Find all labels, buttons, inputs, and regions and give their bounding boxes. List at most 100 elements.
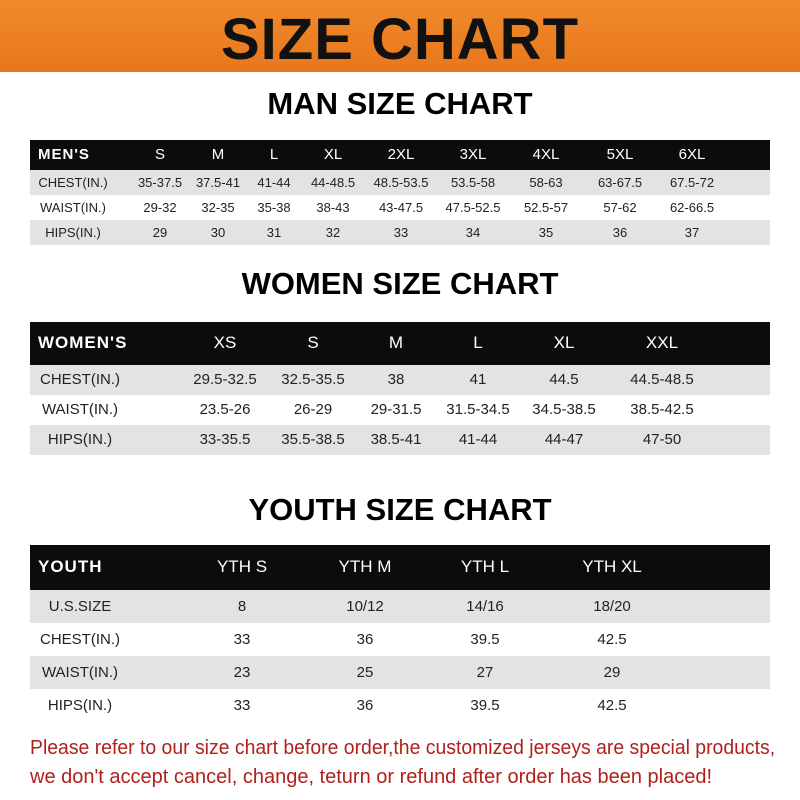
size-header: YTH M (338, 557, 392, 577)
banner: SIZE CHART (0, 0, 800, 72)
measurement-cell: 41-44 (458, 431, 498, 448)
measurement-cell: 48.5-53.5 (373, 174, 429, 190)
men-header-row: MEN'S S M L XL 2XL 3XL 4XL 5XL 6XL (30, 140, 770, 170)
measurement-cell: 23.5-26 (199, 401, 251, 418)
measurement-cell: 34 (465, 224, 481, 240)
men-table-label: MEN'S (38, 146, 90, 163)
row-label: WAIST(IN.) (40, 199, 106, 215)
row-label: HIPS(IN.) (47, 696, 113, 714)
men-section-title: MAN SIZE CHART (267, 86, 533, 121)
measurement-cell: 38-43 (316, 199, 350, 215)
measurement-cell: 67.5-72 (669, 174, 715, 190)
size-header: 4XL (532, 146, 560, 163)
measurement-cell: 32.5-35.5 (281, 371, 345, 388)
measurement-cell: 37 (684, 224, 700, 240)
size-header: S (307, 333, 319, 353)
size-header: XL (553, 333, 575, 353)
measurement-cell: 33 (233, 696, 251, 714)
measurement-cell: 33-35.5 (199, 431, 251, 448)
table-row: HIPS(IN.) 33 36 39.5 42.5 (30, 689, 770, 722)
table-row: CHEST(IN.) 33 36 39.5 42.5 (30, 623, 770, 656)
women-section-title: WOMEN SIZE CHART (241, 266, 559, 301)
measurement-cell: 10/12 (346, 597, 384, 615)
men-size-table: MEN'S S M L XL 2XL 3XL 4XL 5XL 6XL CHEST(IN.) 35-37… (30, 140, 770, 245)
measurement-cell: 36 (356, 696, 374, 714)
measurement-cell: 32-35 (201, 199, 235, 215)
row-label: WAIST(IN.) (41, 663, 119, 681)
table-row: CHEST(IN.) 35-37.5 37.5-41 41-44 44-48.5 48.5… (30, 170, 770, 195)
youth-section-title: YOUTH SIZE CHART (248, 492, 552, 527)
measurement-cell: 39.5 (470, 696, 500, 714)
measurement-cell: 31 (266, 224, 282, 240)
measurement-cell: 38.5-41 (370, 431, 422, 448)
size-header: XL (323, 146, 343, 163)
size-header: 2XL (387, 146, 415, 163)
measurement-cell: 29 (603, 663, 621, 681)
measurement-cell: 32 (325, 224, 341, 240)
measurement-cell: 29 (152, 224, 168, 240)
youth-header-row: YOUTH YTH S YTH M YTH L YTH XL (30, 545, 770, 590)
row-label: CHEST(IN.) (40, 630, 120, 648)
row-label: CHEST(IN.) (38, 174, 108, 190)
measurement-cell: 39.5 (470, 630, 500, 648)
table-row: HIPS(IN.) 33-35.5 35.5-38.5 38.5-41 41-44 44-… (30, 425, 770, 455)
table-row: CHEST(IN.) 29.5-32.5 32.5-35.5 38 41 44.5 44.5… (30, 365, 770, 395)
measurement-cell: 58-63 (529, 174, 563, 190)
size-header: 5XL (606, 146, 634, 163)
measurement-cell: 35-37.5 (137, 174, 183, 190)
measurement-cell: 8 (237, 597, 247, 615)
measurement-cell: 35.5-38.5 (281, 431, 345, 448)
footer-notice-line-1: Please refer to our size chart before or… (30, 737, 776, 759)
measurement-cell: 14/16 (466, 597, 504, 615)
measurement-cell: 38.5-42.5 (630, 401, 694, 418)
measurement-cell: 23 (233, 663, 251, 681)
measurement-cell: 53.5-58 (450, 174, 496, 190)
measurement-cell: 41 (469, 371, 487, 388)
size-header: YTH L (460, 557, 510, 577)
measurement-cell: 44.5-48.5 (630, 371, 694, 388)
measurement-cell: 44-47 (544, 431, 584, 448)
measurement-cell: 37.5-41 (195, 174, 241, 190)
measurement-cell: 38 (387, 371, 405, 388)
youth-size-table: YOUTH YTH S YTH M YTH L YTH XL U.S.SIZE 8 10/12… (30, 545, 770, 722)
measurement-cell: 29-31.5 (370, 401, 422, 418)
size-header: 3XL (459, 146, 487, 163)
measurement-cell: 36 (612, 224, 628, 240)
row-label: HIPS(IN.) (47, 431, 113, 448)
size-header: L (473, 333, 483, 353)
measurement-cell: 31.5-34.5 (446, 401, 510, 418)
table-row: HIPS(IN.) 29 30 31 32 33 34 35 36 37 (30, 220, 770, 245)
row-label: CHEST(IN.) (40, 371, 120, 388)
measurement-cell: 25 (356, 663, 374, 681)
measurement-cell: 63-67.5 (597, 174, 643, 190)
measurement-cell: 33 (393, 224, 409, 240)
footer-notice-line-2: we don't accept cancel, change, teturn o… (30, 766, 713, 788)
measurement-cell: 41-44 (257, 174, 291, 190)
measurement-cell: 35 (538, 224, 554, 240)
table-row: WAIST(IN.) 29-32 32-35 35-38 38-43 43-47.5 47.… (30, 195, 770, 220)
size-header: YTH XL (582, 557, 642, 577)
measurement-cell: 44-48.5 (310, 174, 356, 190)
size-header: L (269, 146, 279, 163)
size-header: XS (213, 333, 237, 353)
measurement-cell: 26-29 (293, 401, 333, 418)
row-label: U.S.SIZE (48, 597, 112, 615)
size-header: 6XL (678, 146, 706, 163)
size-header: YTH S (216, 557, 268, 577)
measurement-cell: 33 (233, 630, 251, 648)
measurement-cell: 29.5-32.5 (193, 371, 257, 388)
table-row: WAIST(IN.) 23 25 27 29 (30, 656, 770, 689)
measurement-cell: 18/20 (593, 597, 631, 615)
measurement-cell: 29-32 (143, 199, 177, 215)
measurement-cell: 47-50 (642, 431, 682, 448)
measurement-cell: 34.5-38.5 (532, 401, 596, 418)
measurement-cell: 36 (356, 630, 374, 648)
measurement-cell: 42.5 (597, 696, 627, 714)
table-row: WAIST(IN.) 23.5-26 26-29 29-31.5 31.5-34.5 34… (30, 395, 770, 425)
row-label: HIPS(IN.) (45, 224, 101, 240)
women-header-row: WOMEN'S XS S M L XL XXL (30, 322, 770, 365)
women-table-label: WOMEN'S (38, 333, 128, 353)
size-header: XXL (645, 333, 679, 353)
measurement-cell: 30 (210, 224, 226, 240)
measurement-cell: 43-47.5 (378, 199, 424, 215)
